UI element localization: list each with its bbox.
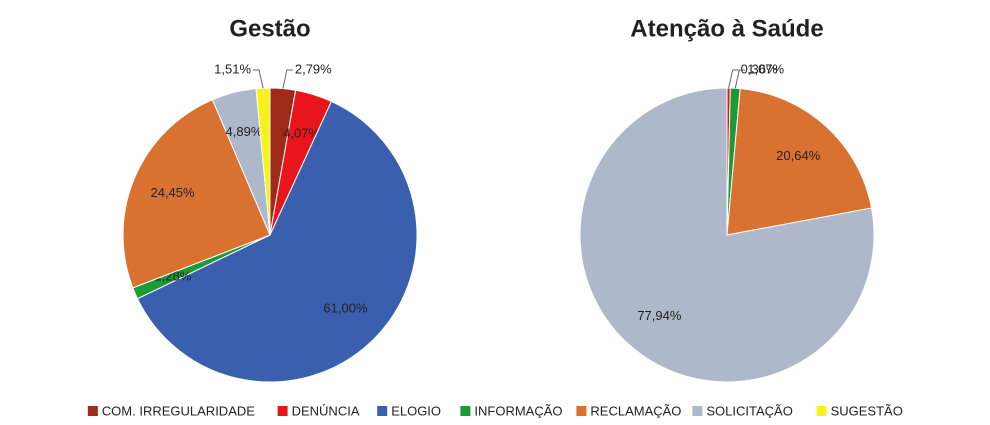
chart-title: Gestão bbox=[229, 15, 310, 42]
pie-slice bbox=[255, 87, 271, 236]
leader-line bbox=[734, 69, 746, 89]
leader-line bbox=[728, 69, 739, 89]
data-label: 24,45% bbox=[150, 185, 195, 200]
legend-label: INFORMAÇÃO bbox=[474, 403, 562, 418]
data-label: 1,51% bbox=[214, 61, 251, 76]
data-label: 2,79% bbox=[295, 61, 332, 76]
legend-swatch bbox=[816, 406, 827, 416]
data-label: 4,89% bbox=[226, 124, 263, 139]
legend-label: SOLICITAÇÃO bbox=[706, 403, 792, 418]
data-label: 4,07% bbox=[283, 125, 320, 140]
data-label: 77,94% bbox=[637, 308, 682, 323]
data-label: 0,36% bbox=[741, 61, 778, 76]
legend-label: RECLAMAÇÃO bbox=[590, 403, 681, 418]
legend-swatch bbox=[87, 406, 98, 416]
legend-label: SUGESTÃO bbox=[831, 403, 903, 418]
legend-label: ELOGIO bbox=[391, 403, 441, 418]
legend-label: COM. IRREGULARIDADE bbox=[102, 403, 255, 418]
pie-slice bbox=[122, 99, 271, 289]
leader-line bbox=[282, 69, 293, 89]
data-label: 20,64% bbox=[776, 148, 821, 163]
pie-slice bbox=[579, 87, 875, 383]
legend-swatch bbox=[692, 406, 703, 416]
data-label: 61,00% bbox=[323, 301, 368, 316]
chart-title: Atenção à Saúde bbox=[630, 15, 823, 42]
legend-label: DENÚNCIA bbox=[292, 403, 360, 418]
legend-swatch bbox=[277, 406, 288, 416]
data-label: 1,07% bbox=[747, 61, 784, 76]
pie-slice bbox=[726, 88, 873, 236]
legend-swatch bbox=[460, 406, 471, 416]
leader-line bbox=[253, 69, 264, 89]
legend-swatch bbox=[576, 406, 587, 416]
pie-slice bbox=[136, 100, 418, 383]
legend-swatch bbox=[377, 406, 388, 416]
